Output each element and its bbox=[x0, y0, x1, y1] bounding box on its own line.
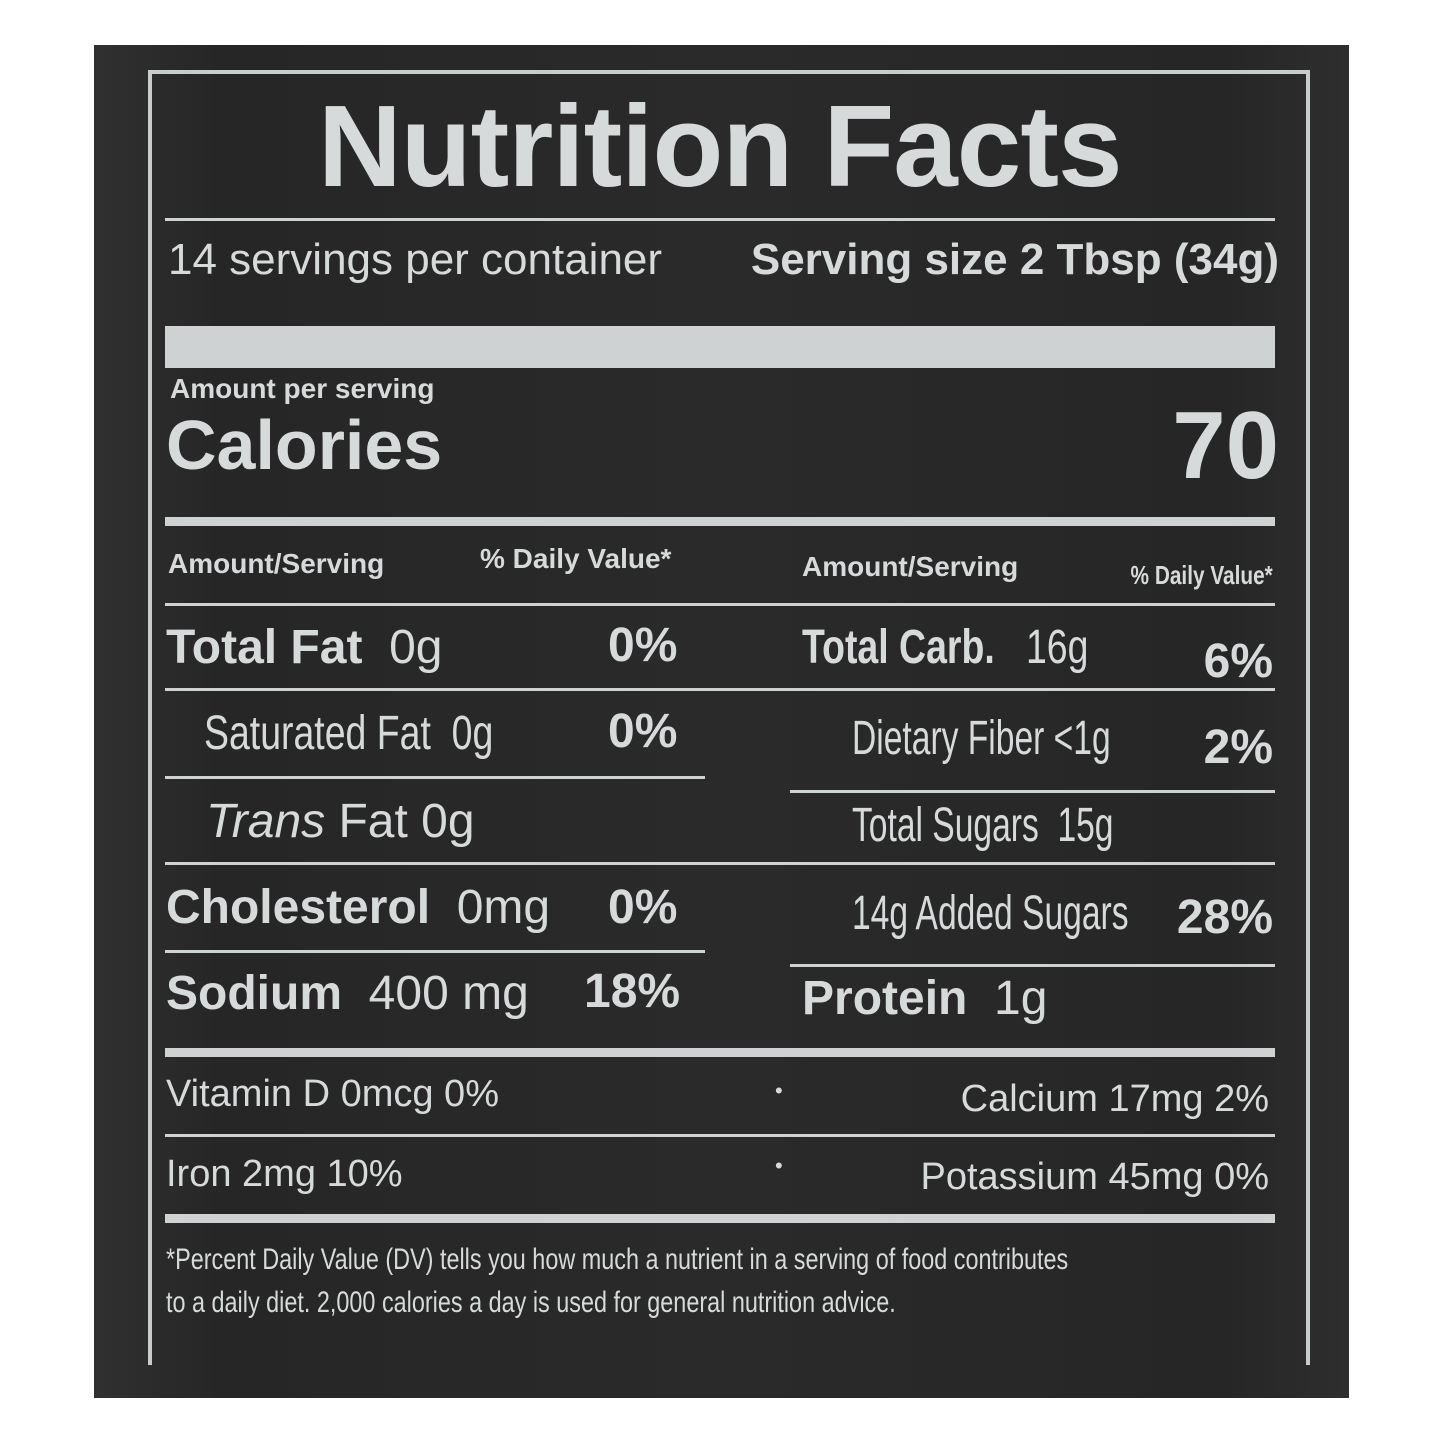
calcium: Calcium 17mg 2% bbox=[960, 1078, 1269, 1120]
divider bbox=[165, 1134, 1275, 1137]
total-fat-amount: 0g bbox=[389, 621, 443, 674]
dietary-fiber-amount: <1g bbox=[1053, 712, 1111, 765]
divider bbox=[165, 1214, 1275, 1223]
protein: Protein 1g bbox=[802, 975, 1047, 1023]
saturated-fat: Saturated Fat 0g bbox=[204, 710, 493, 758]
label-photo bbox=[94, 45, 1349, 1398]
protein-amount: 1g bbox=[994, 972, 1048, 1025]
divider bbox=[165, 1048, 1275, 1057]
calories-label: Calories bbox=[166, 406, 443, 484]
total-carb-dv: 6% bbox=[1203, 635, 1273, 688]
dietary-fiber-label: Dietary Fiber bbox=[852, 712, 1045, 765]
total-fat-dv: 0% bbox=[608, 619, 678, 672]
trans-fat-label: Trans bbox=[206, 795, 326, 848]
divider bbox=[790, 964, 1275, 967]
trans-fat: Trans Fat 0g bbox=[206, 798, 475, 846]
total-fat: Total Fat 0g bbox=[166, 624, 443, 672]
separator-dot: • bbox=[775, 1078, 783, 1103]
footnote-line-1: *Percent Daily Value (DV) tells you how … bbox=[166, 1243, 1069, 1276]
sodium-amount: 400 mg bbox=[368, 967, 529, 1020]
title: Nutrition Facts bbox=[318, 81, 1122, 211]
header-amount-left: Amount/Serving bbox=[168, 548, 385, 579]
dietary-fiber: Dietary Fiber <1g bbox=[852, 715, 1111, 763]
added-sugars-dv: 28% bbox=[1176, 891, 1273, 944]
divider bbox=[165, 218, 1275, 221]
total-sugars-label: Total Sugars bbox=[852, 799, 1039, 852]
sodium-label: Sodium bbox=[166, 967, 342, 1020]
protein-label: Protein bbox=[802, 972, 968, 1025]
dietary-fiber-dv: 2% bbox=[1203, 721, 1273, 774]
thick-bar bbox=[165, 326, 1275, 368]
header-amount-right: Amount/Serving bbox=[802, 551, 1019, 582]
divider bbox=[165, 950, 705, 953]
potassium: Potassium 45mg 0% bbox=[920, 1156, 1270, 1198]
saturated-fat-dv: 0% bbox=[608, 705, 678, 758]
separator-dot: • bbox=[775, 1153, 783, 1178]
cholesterol-amount: 0mg bbox=[456, 881, 551, 934]
total-carb-label: Total Carb. bbox=[802, 621, 995, 674]
total-sugars: Total Sugars 15g bbox=[852, 802, 1114, 850]
divider bbox=[165, 517, 1275, 526]
divider bbox=[165, 603, 1275, 606]
sodium-dv: 18% bbox=[584, 965, 681, 1018]
servings-per-container: 14 servings per container bbox=[168, 235, 663, 284]
divider bbox=[165, 688, 1275, 691]
serving-size: Serving size 2 Tbsp (34g) bbox=[750, 235, 1279, 284]
total-carb: Total Carb. 16g bbox=[802, 624, 1088, 672]
total-carb-amount: 16g bbox=[1025, 621, 1089, 674]
amount-per-serving: Amount per serving bbox=[170, 373, 435, 404]
total-sugars-amount: 15g bbox=[1057, 799, 1114, 852]
saturated-fat-label: Saturated Fat bbox=[204, 707, 431, 760]
footnote-line-2: to a daily diet. 2,000 calories a day is… bbox=[166, 1286, 896, 1319]
divider bbox=[165, 776, 705, 779]
added-sugars: 14g Added Sugars bbox=[852, 887, 1129, 940]
sodium: Sodium 400 mg bbox=[166, 970, 529, 1018]
cholesterol-label: Cholesterol bbox=[166, 881, 431, 934]
trans-fat-amount: Fat 0g bbox=[338, 795, 475, 848]
iron: Iron 2mg 10% bbox=[166, 1153, 403, 1195]
divider bbox=[165, 862, 1275, 865]
calories-value: 70 bbox=[1172, 392, 1279, 499]
cholesterol-dv: 0% bbox=[608, 881, 678, 934]
header-dv-left: % Daily Value* bbox=[480, 543, 672, 574]
label-border bbox=[148, 70, 1310, 1365]
divider bbox=[790, 790, 1275, 793]
header-dv-right: % Daily Value* bbox=[1130, 560, 1273, 590]
total-fat-label: Total Fat bbox=[166, 621, 363, 674]
cholesterol: Cholesterol 0mg bbox=[166, 884, 550, 932]
saturated-fat-amount: 0g bbox=[451, 707, 494, 760]
vitamin-d: Vitamin D 0mcg 0% bbox=[166, 1073, 499, 1115]
